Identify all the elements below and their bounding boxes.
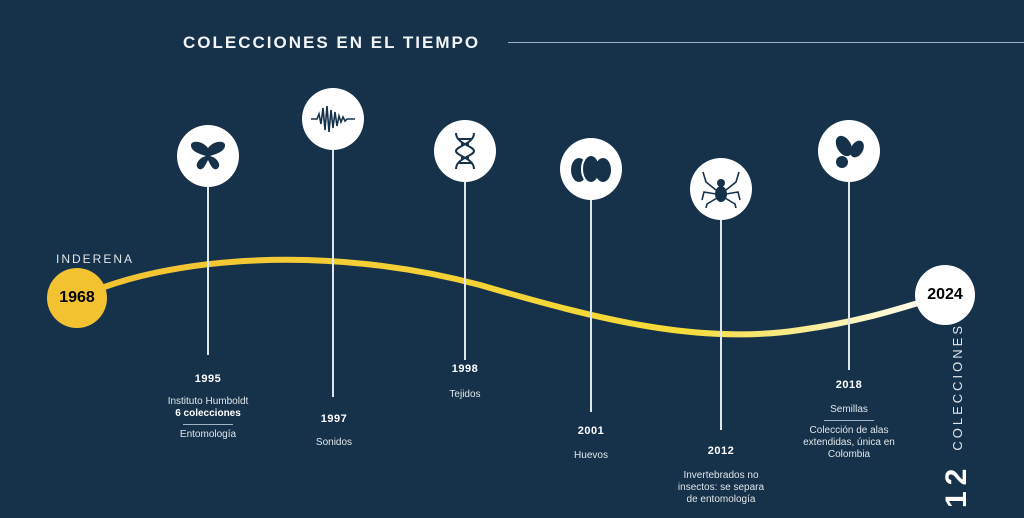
title-divider xyxy=(508,42,1024,43)
inderena-label: INDERENA xyxy=(56,252,135,266)
event-year: 1997 xyxy=(320,413,348,425)
event-year: 1998 xyxy=(451,363,479,375)
event-year: 2012 xyxy=(707,445,735,457)
timeline-stem xyxy=(720,220,722,430)
total-number: 12 xyxy=(940,462,973,508)
desc-divider xyxy=(824,420,874,421)
event-desc: Instituto Humboldt 6 colecciones Entomolog… xyxy=(128,396,288,441)
start-year-marker: 1968 xyxy=(47,268,107,328)
butterfly-icon xyxy=(177,125,239,187)
event-desc: Tejidos xyxy=(449,389,481,400)
total-collections: 12 COLECCIONES xyxy=(940,323,974,508)
total-label: COLECCIONES xyxy=(949,322,965,451)
desc-line: 6 colecciones xyxy=(175,408,241,419)
page-title: COLECCIONES EN EL TIEMPO xyxy=(183,33,481,52)
desc-line: Semillas xyxy=(830,404,868,415)
event-year: 2001 xyxy=(577,425,605,437)
spider-icon xyxy=(690,158,752,220)
timeline-stem xyxy=(590,200,592,412)
timeline-stem xyxy=(332,150,334,397)
start-year: 1968 xyxy=(59,289,95,306)
desc-divider xyxy=(183,424,233,425)
desc-line: Instituto Humboldt xyxy=(167,396,249,407)
desc-line: de entomología xyxy=(686,494,756,505)
event-desc: Sonidos xyxy=(315,437,353,448)
event-desc: Semillas Colección de alas extendidas, ún… xyxy=(769,404,929,461)
eggs-icon xyxy=(560,138,622,200)
timeline-stem xyxy=(207,187,209,355)
sound-wave-icon xyxy=(302,88,364,150)
timeline-stem xyxy=(464,182,466,360)
desc-sub: Entomología xyxy=(179,429,237,440)
end-year-marker: 2024 xyxy=(915,265,975,325)
event-year: 2018 xyxy=(835,379,863,391)
event-year: 1995 xyxy=(194,373,222,385)
desc-sub: Colección de alas extendidas, única en C… xyxy=(803,425,895,460)
seeds-icon xyxy=(818,120,880,182)
desc-line: Invertebrados no xyxy=(683,470,759,481)
dna-icon xyxy=(434,120,496,182)
event-desc: Huevos xyxy=(574,450,608,461)
desc-line: insectos: se separa xyxy=(677,482,765,493)
event-desc: Invertebrados no insectos: se separa de en… xyxy=(641,470,801,506)
end-year: 2024 xyxy=(927,286,963,303)
timeline-stem xyxy=(848,182,850,370)
